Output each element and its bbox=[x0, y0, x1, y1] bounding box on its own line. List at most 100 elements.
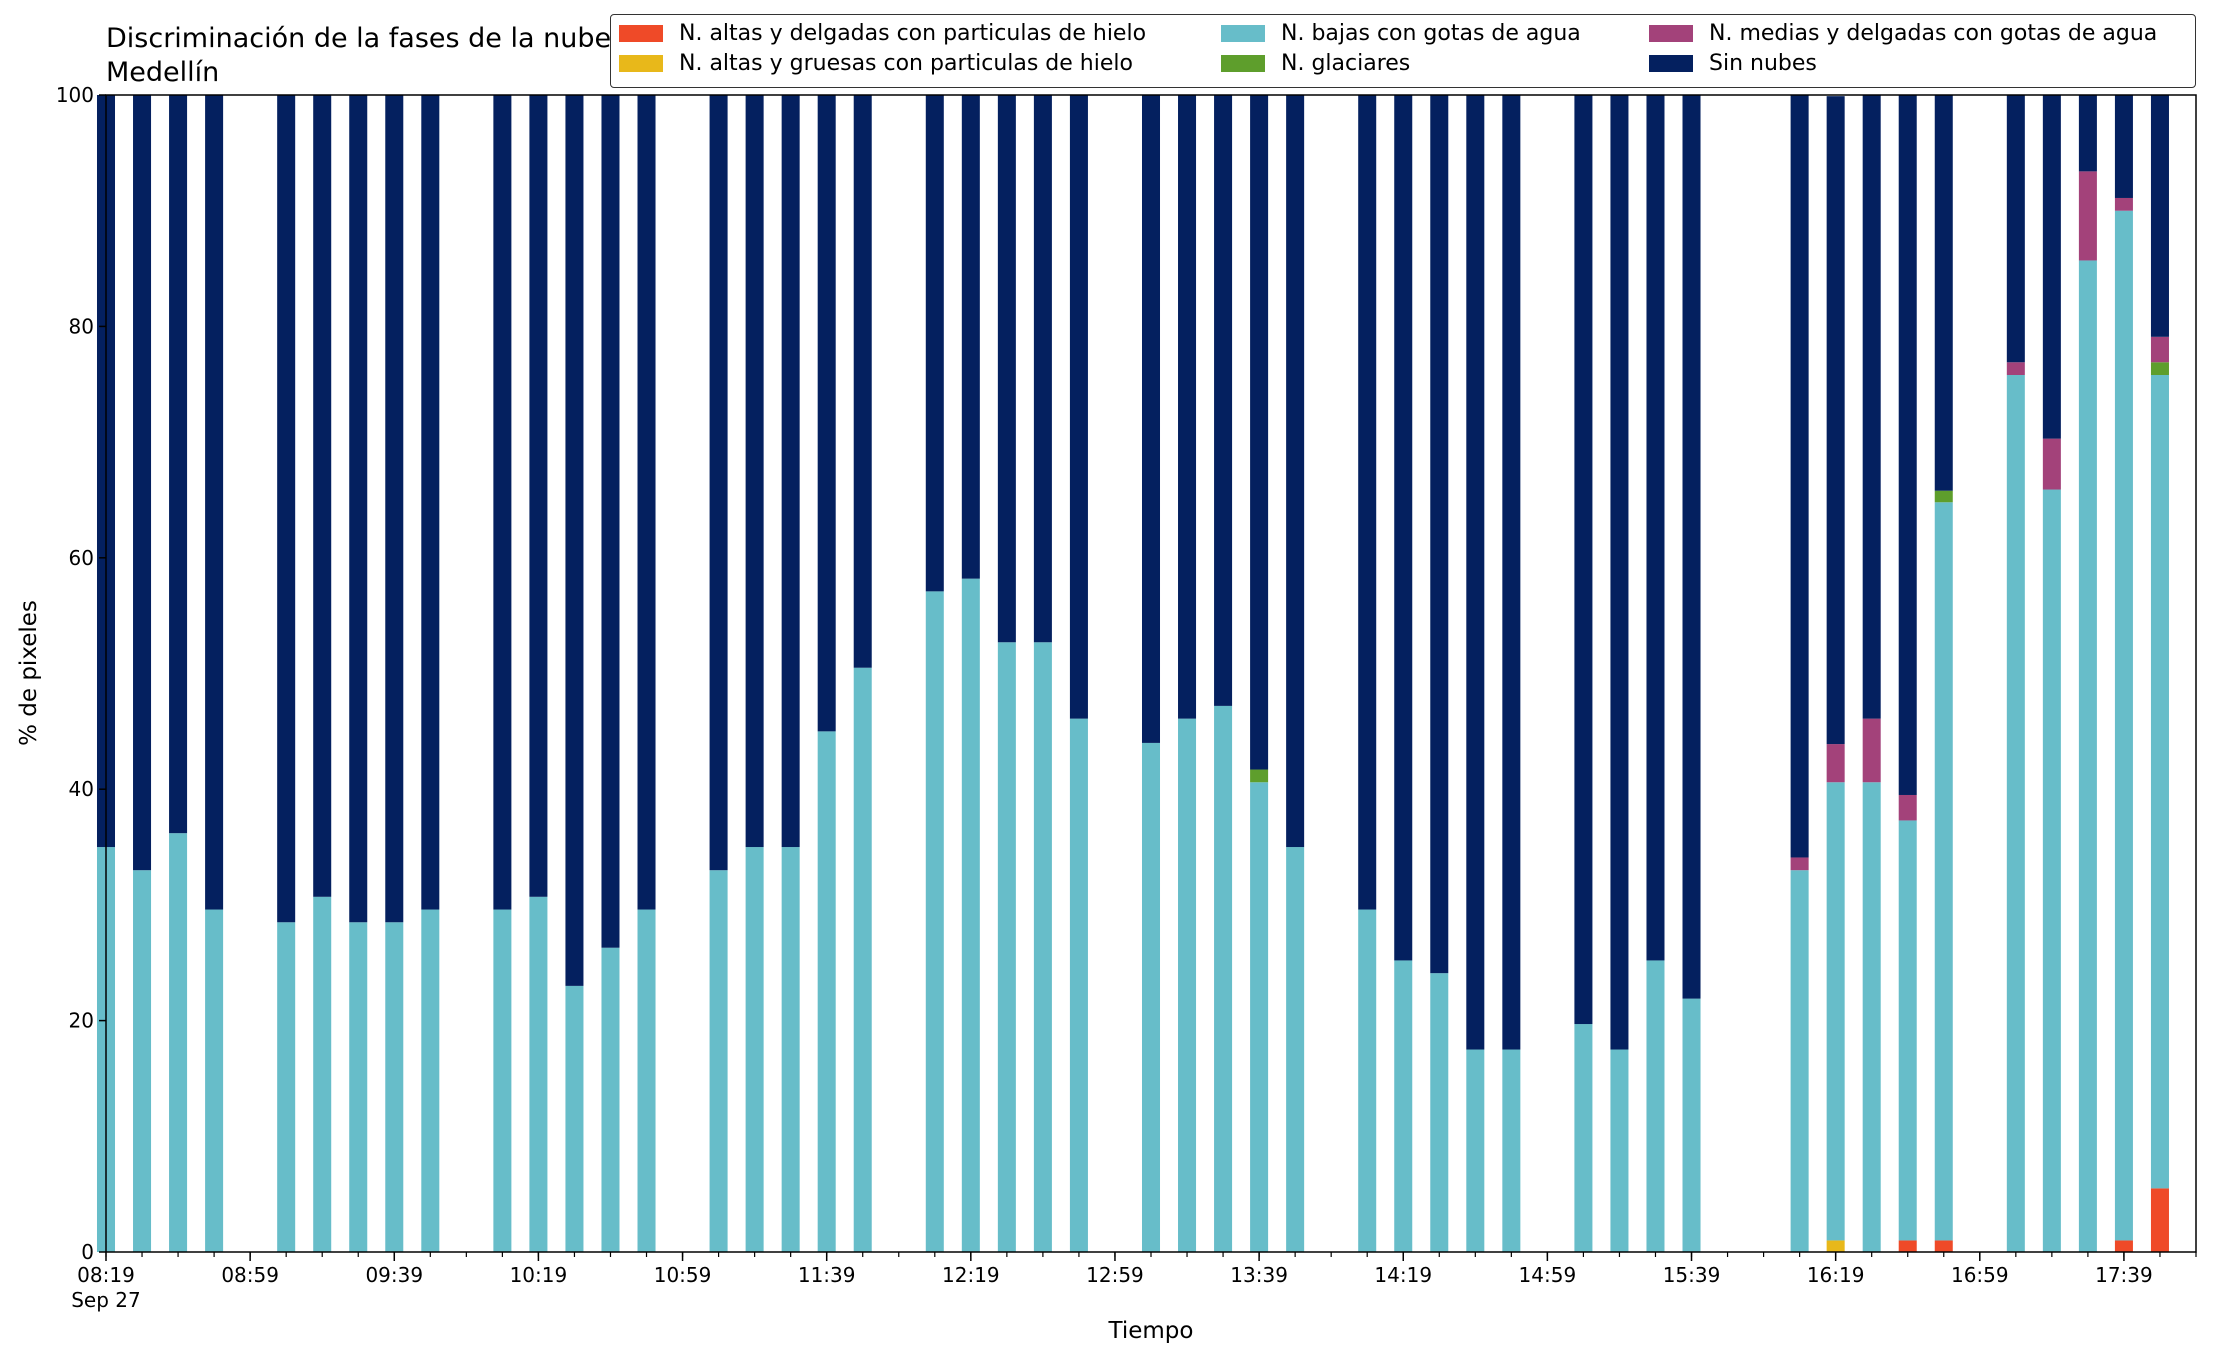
legend-swatch bbox=[1221, 25, 1265, 42]
bar-segment bbox=[853, 95, 872, 668]
bar-segment bbox=[745, 847, 764, 1252]
bar-segment bbox=[565, 985, 584, 1252]
x-tick-label: 11:39 bbox=[798, 1263, 856, 1287]
bar-segment bbox=[2150, 362, 2169, 375]
bar-segment bbox=[1394, 95, 1413, 961]
legend: N. altas y delgadas con particulas de hi… bbox=[610, 14, 2196, 88]
bar-segment bbox=[1826, 744, 1845, 783]
bar-segment bbox=[1430, 973, 1449, 1252]
bar-segment bbox=[817, 731, 836, 1252]
bar-segment bbox=[565, 95, 584, 986]
bar-segment bbox=[1214, 705, 1233, 1252]
bar-segment bbox=[997, 642, 1016, 1252]
x-tick-label: 08:59 bbox=[221, 1263, 279, 1287]
bar-segment bbox=[637, 95, 656, 910]
legend-item: Sin nubes bbox=[1649, 51, 1817, 76]
bar-segment bbox=[529, 896, 548, 1252]
bar-segment bbox=[205, 909, 224, 1252]
bar-segment bbox=[601, 95, 620, 948]
bar-segment bbox=[1826, 782, 1845, 1241]
bar-segment bbox=[421, 909, 440, 1252]
bar-segment bbox=[421, 95, 440, 910]
bar-segment bbox=[1069, 718, 1088, 1252]
bar-segment bbox=[1790, 95, 1809, 858]
legend-label: N. medias y delgadas con gotas de agua bbox=[1709, 21, 2158, 46]
bar-segment bbox=[1250, 769, 1269, 783]
bar-segment bbox=[1141, 742, 1161, 1252]
bar-segment bbox=[1178, 95, 1197, 719]
bar-segment bbox=[1069, 95, 1088, 719]
legend-item: N. medias y delgadas con gotas de agua bbox=[1649, 21, 2157, 46]
bar-segment bbox=[1898, 794, 1917, 821]
bar-segment bbox=[1934, 502, 1953, 1241]
bar-segment bbox=[169, 95, 188, 834]
bar-segment bbox=[2078, 95, 2097, 172]
bar-segment bbox=[2150, 336, 2169, 363]
bar-segment bbox=[205, 95, 224, 910]
bar-segment bbox=[1862, 718, 1881, 783]
bar-segment bbox=[2078, 171, 2097, 261]
bar-segment bbox=[2078, 260, 2097, 1252]
legend-swatch bbox=[619, 25, 663, 42]
bar-segment bbox=[349, 922, 368, 1252]
x-tick-label: 09:39 bbox=[365, 1263, 423, 1287]
bar-segment bbox=[997, 95, 1016, 643]
x-tick-label: 08:19 bbox=[77, 1263, 135, 1287]
x-tick-label: 14:19 bbox=[1374, 1263, 1432, 1287]
x-axis-label: Tiempo bbox=[1108, 1318, 1194, 1344]
bar-segment bbox=[925, 591, 944, 1252]
bar-segment bbox=[2114, 197, 2133, 211]
legend-swatch bbox=[619, 55, 663, 72]
bar-segment bbox=[1358, 909, 1377, 1252]
bar-segment bbox=[601, 947, 620, 1252]
bar-segment bbox=[1141, 95, 1161, 743]
bar-segment bbox=[853, 667, 872, 1252]
y-axis-label: % de pixeles bbox=[16, 600, 42, 746]
bar-segment bbox=[1466, 95, 1485, 1050]
bar-segment bbox=[2150, 1188, 2169, 1252]
bar-segment bbox=[1250, 95, 1269, 770]
x-tick-label: 17:39 bbox=[2095, 1263, 2153, 1287]
x-tick-label: 13:39 bbox=[1230, 1263, 1288, 1287]
x-tick-label: 14:59 bbox=[1519, 1263, 1577, 1287]
bar-segment bbox=[1682, 95, 1701, 999]
y-tick-label: 100 bbox=[56, 83, 94, 107]
bar-segment bbox=[1430, 95, 1449, 974]
legend-swatch bbox=[1649, 25, 1693, 42]
legend-label: N. altas y gruesas con particulas de hie… bbox=[679, 51, 1133, 76]
legend-swatch bbox=[1221, 55, 1265, 72]
x-tick-label: 12:19 bbox=[942, 1263, 1000, 1287]
bar-segment bbox=[1214, 95, 1233, 706]
bar-segment bbox=[2114, 95, 2133, 198]
bar-segment bbox=[2006, 374, 2025, 1252]
bar-segment bbox=[1646, 960, 1665, 1252]
bar-segment bbox=[2042, 489, 2061, 1252]
bar-segment bbox=[1898, 1240, 1917, 1252]
x-tick-label: 10:59 bbox=[654, 1263, 712, 1287]
bar-segment bbox=[745, 95, 764, 848]
bar-segment bbox=[1033, 95, 1052, 643]
bar-segment bbox=[1862, 782, 1881, 1252]
bar-segment bbox=[1790, 870, 1809, 1252]
bar-segment bbox=[1502, 95, 1521, 1050]
bar-segment bbox=[961, 95, 980, 579]
bar-segment bbox=[1934, 490, 1953, 503]
bar-segment bbox=[1033, 642, 1052, 1252]
bar-segment bbox=[1502, 1049, 1521, 1252]
bar-segment bbox=[2006, 362, 2025, 375]
bar-segment bbox=[637, 909, 656, 1252]
bar-segment bbox=[2042, 95, 2061, 439]
bar-segment bbox=[1934, 1240, 1953, 1252]
bar-segment bbox=[1394, 960, 1413, 1252]
bar-segment bbox=[961, 578, 980, 1252]
legend-item: N. altas y delgadas con particulas de hi… bbox=[619, 21, 1146, 46]
legend-label: N. altas y delgadas con particulas de hi… bbox=[679, 21, 1147, 46]
y-tick-label: 20 bbox=[69, 1009, 94, 1033]
x-tick-label: 15:39 bbox=[1663, 1263, 1721, 1287]
bar-segment bbox=[709, 870, 728, 1252]
chart-title: Discriminación de la fases de la nube en… bbox=[106, 23, 654, 88]
bar-segment bbox=[709, 95, 728, 871]
bar-segment bbox=[277, 95, 296, 923]
bar-segment bbox=[1862, 95, 1881, 719]
